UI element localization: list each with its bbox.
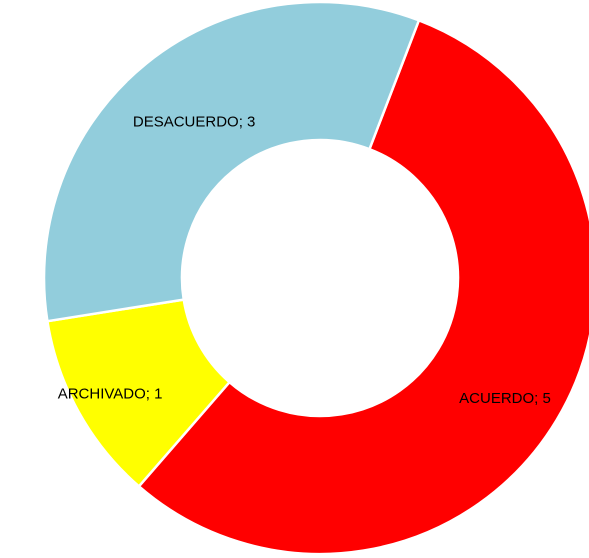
data-label: DESACUERDO; 3 [133,114,256,131]
slice [42,0,421,323]
data-label: ARCHIVADO; 1 [58,385,163,402]
slice [137,18,589,556]
data-label: ACUERDO; 5 [459,390,551,407]
